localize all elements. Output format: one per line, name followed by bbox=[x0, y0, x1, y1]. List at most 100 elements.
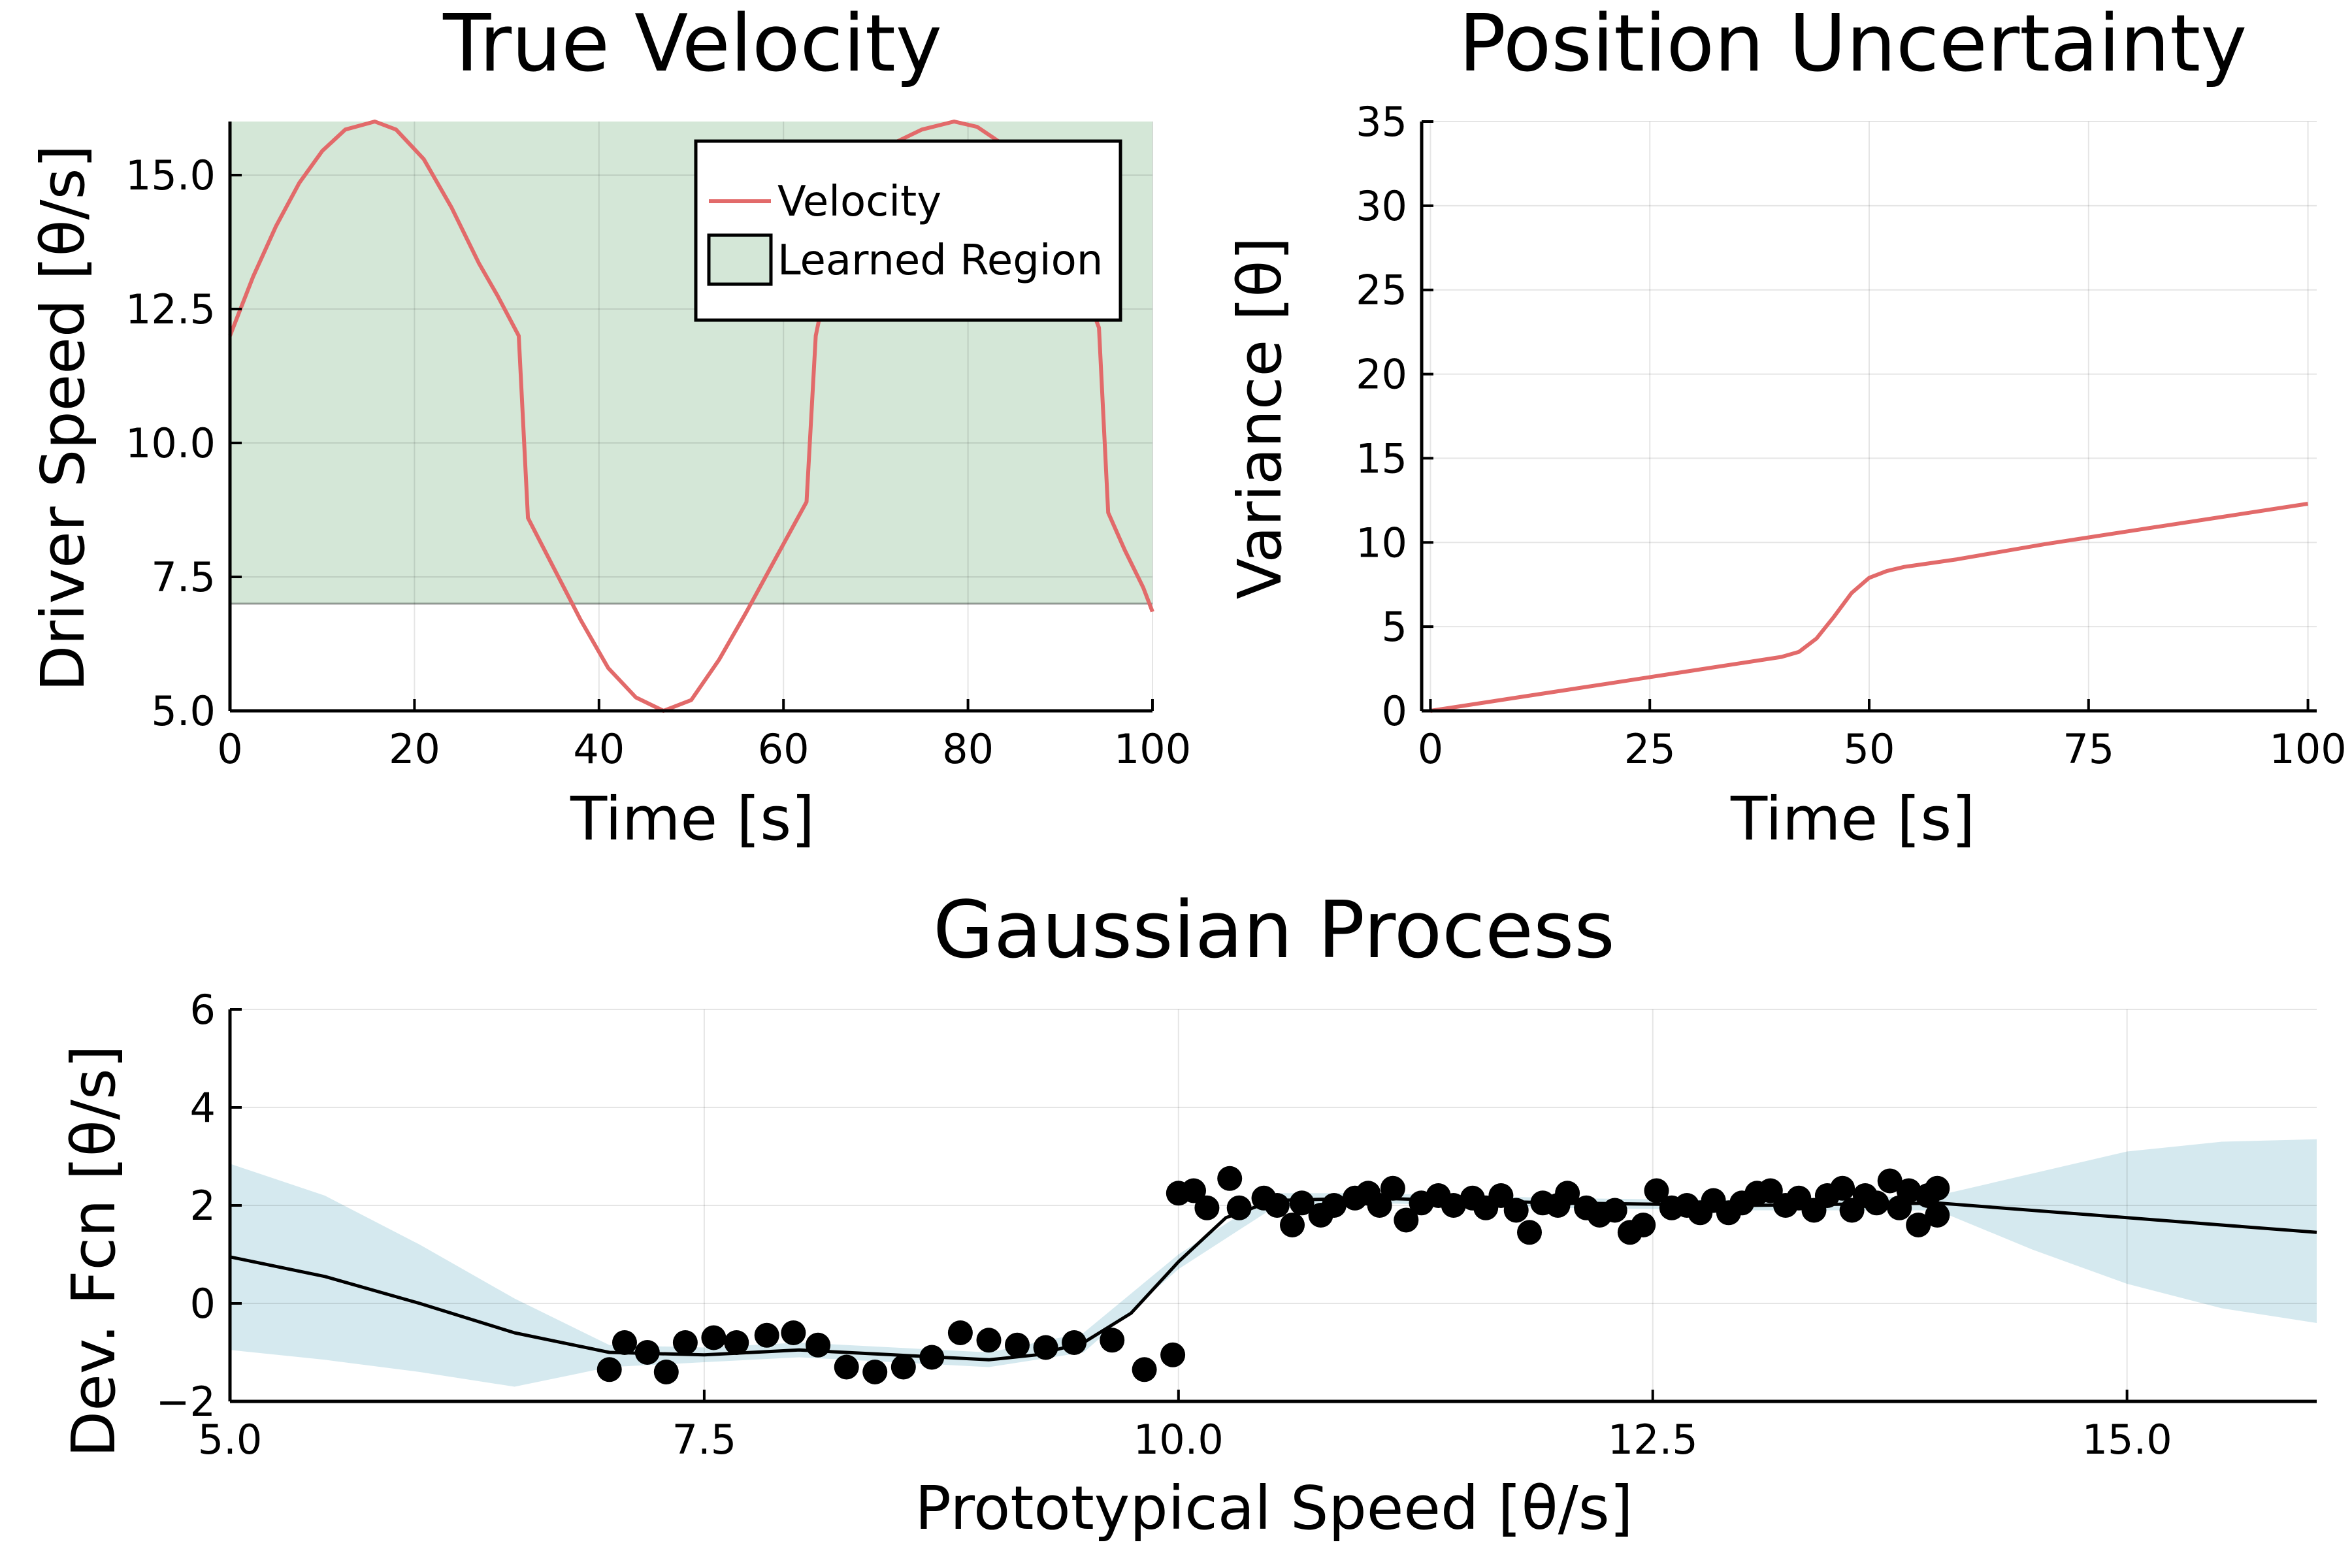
data-points bbox=[596, 1166, 1950, 1384]
data-point bbox=[1033, 1335, 1058, 1360]
position-uncertainty-xtick-label: 50 bbox=[1844, 725, 1895, 773]
true-velocity-ytick-label: 12.5 bbox=[125, 286, 216, 333]
gaussian-process-ytick-label: 6 bbox=[190, 986, 216, 1034]
true-velocity-xtick-label: 60 bbox=[758, 725, 809, 773]
true-velocity-xtick-label: 0 bbox=[217, 725, 242, 773]
data-point bbox=[919, 1345, 945, 1370]
position-uncertainty-ylabel: Variance [θ] bbox=[1225, 237, 1295, 600]
data-point bbox=[1644, 1178, 1669, 1203]
legend: Velocity Learned Region bbox=[694, 139, 1122, 322]
true-velocity-ylabel: Driver Speed [θ/s] bbox=[28, 145, 98, 692]
data-point bbox=[947, 1320, 973, 1345]
data-point bbox=[1877, 1168, 1903, 1194]
true-velocity-xtick-label: 100 bbox=[1114, 725, 1191, 773]
true-velocity-xtick-label: 40 bbox=[573, 725, 625, 773]
variance-line bbox=[1429, 502, 2309, 713]
gaussian-process-ytick-label: 2 bbox=[190, 1182, 216, 1230]
data-point bbox=[1181, 1178, 1206, 1203]
gaussian-process-panel: Gaussian Process 5.0 7.5 10.0 12.5 15.0 −2 0 2 4… bbox=[59, 885, 2317, 1543]
data-point bbox=[1194, 1195, 1220, 1220]
gaussian-process-axes: 5.0 7.5 10.0 12.5 15.0 −2 0 2 4 6 bbox=[156, 986, 2317, 1463]
data-point bbox=[1264, 1193, 1290, 1218]
data-point bbox=[1321, 1193, 1347, 1218]
data-point bbox=[1864, 1190, 1889, 1216]
true-velocity-ytick-label: 5.0 bbox=[151, 687, 216, 735]
data-point bbox=[1925, 1203, 1950, 1228]
gaussian-process-xtick-label: 5.0 bbox=[198, 1416, 263, 1463]
gaussian-process-ytick-label: 4 bbox=[190, 1084, 216, 1132]
gaussian-process-xlabel: Prototypical Speed [θ/s] bbox=[915, 1473, 1633, 1543]
position-uncertainty-ytick-label: 25 bbox=[1356, 267, 1407, 314]
position-uncertainty-plot: 0 25 50 75 100 0 5 10 15 20 25 30 35 bbox=[1356, 98, 2347, 773]
data-point bbox=[1394, 1207, 1419, 1233]
true-velocity-xtick-label: 20 bbox=[389, 725, 440, 773]
data-point bbox=[1217, 1166, 1243, 1191]
data-point bbox=[1503, 1198, 1529, 1223]
data-point bbox=[596, 1357, 622, 1382]
data-point bbox=[1441, 1193, 1466, 1218]
data-point bbox=[1367, 1193, 1392, 1218]
data-point bbox=[724, 1330, 749, 1355]
data-point bbox=[1906, 1213, 1931, 1237]
position-uncertainty-ytick-label: 20 bbox=[1356, 351, 1407, 399]
gaussian-process-xtick-label: 15.0 bbox=[2082, 1416, 2172, 1463]
data-point bbox=[834, 1354, 859, 1380]
gaussian-process-ytick-label: −2 bbox=[156, 1378, 216, 1426]
data-point bbox=[672, 1330, 698, 1355]
data-point bbox=[701, 1325, 727, 1350]
position-uncertainty-grid bbox=[1422, 121, 2317, 711]
true-velocity-xtick-label: 80 bbox=[942, 725, 994, 773]
data-point bbox=[1289, 1190, 1315, 1216]
data-point bbox=[1896, 1178, 1921, 1203]
position-uncertainty-panel: Position Uncertainty 0 25 50 75 100 0 5 10 15 20 2… bbox=[1225, 0, 2347, 854]
position-uncertainty-xtick-label: 75 bbox=[2063, 725, 2114, 773]
gaussian-process-xtick-label: 10.0 bbox=[1134, 1416, 1224, 1463]
true-velocity-title: True Velocity bbox=[442, 0, 942, 90]
data-point bbox=[806, 1332, 831, 1358]
data-point bbox=[1602, 1198, 1627, 1223]
data-point bbox=[1631, 1213, 1656, 1237]
true-velocity-axes: 0 20 40 60 80 100 5.0 7.5 10.0 12.5 15.0 bbox=[125, 122, 1191, 773]
gaussian-process-ylabel: Dev. Fcn [θ/s] bbox=[59, 1045, 129, 1457]
data-point bbox=[1132, 1357, 1157, 1382]
data-point bbox=[1005, 1332, 1030, 1358]
data-point bbox=[634, 1340, 660, 1365]
true-velocity-xlabel: Time [s] bbox=[570, 784, 815, 854]
data-point bbox=[1830, 1175, 1855, 1201]
legend-box bbox=[694, 139, 1122, 322]
data-point bbox=[1380, 1175, 1405, 1201]
legend-learned-region-swatch bbox=[707, 233, 773, 286]
legend-learned-region-label: Learned Region bbox=[777, 237, 1103, 285]
data-point bbox=[1160, 1342, 1186, 1367]
data-point bbox=[1517, 1220, 1542, 1245]
true-velocity-panel: True Velocity 0 20 40 60 80 100 5.0 7.5 10.0 12.5… bbox=[28, 0, 1191, 854]
data-point bbox=[1062, 1330, 1087, 1355]
data-point bbox=[653, 1360, 679, 1384]
position-uncertainty-ytick-label: 35 bbox=[1356, 98, 1407, 146]
position-uncertainty-ytick-label: 10 bbox=[1356, 519, 1407, 566]
gaussian-process-title: Gaussian Process bbox=[933, 885, 1615, 976]
true-velocity-ytick-label: 10.0 bbox=[125, 419, 216, 467]
position-uncertainty-ytick-label: 30 bbox=[1356, 182, 1407, 230]
position-uncertainty-title: Position Uncertainty bbox=[1459, 0, 2247, 90]
data-point bbox=[1226, 1195, 1252, 1220]
data-point bbox=[781, 1320, 806, 1345]
position-uncertainty-xtick-label: 0 bbox=[1418, 725, 1443, 773]
data-point bbox=[862, 1360, 888, 1384]
position-uncertainty-ytick-label: 15 bbox=[1356, 434, 1407, 482]
position-uncertainty-ytick-label: 5 bbox=[1382, 603, 1407, 651]
gaussian-process-ytick-label: 0 bbox=[190, 1280, 216, 1328]
data-point bbox=[890, 1354, 916, 1380]
position-uncertainty-xlabel: Time [s] bbox=[1730, 784, 1975, 854]
data-point bbox=[976, 1328, 1002, 1353]
data-point bbox=[612, 1330, 637, 1355]
legend-velocity-label: Velocity bbox=[777, 178, 941, 226]
data-point bbox=[754, 1322, 779, 1348]
data-point bbox=[1555, 1181, 1580, 1206]
position-uncertainty-xtick-label: 25 bbox=[1624, 725, 1676, 773]
position-uncertainty-ytick-label: 0 bbox=[1382, 687, 1407, 735]
position-uncertainty-xtick-label: 100 bbox=[2269, 725, 2346, 773]
gaussian-process-xtick-label: 7.5 bbox=[672, 1416, 737, 1463]
data-point bbox=[1100, 1328, 1125, 1353]
